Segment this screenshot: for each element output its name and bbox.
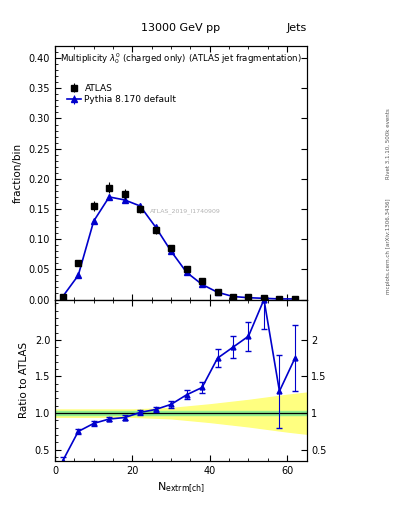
Text: Jets: Jets <box>286 23 307 33</box>
Text: Rivet 3.1.10, 500k events: Rivet 3.1.10, 500k events <box>386 108 391 179</box>
Text: Multiplicity $\lambda_0^0$ (charged only) (ATLAS jet fragmentation): Multiplicity $\lambda_0^0$ (charged only… <box>60 51 301 66</box>
Y-axis label: fraction/bin: fraction/bin <box>13 143 23 203</box>
Legend: ATLAS, Pythia 8.170 default: ATLAS, Pythia 8.170 default <box>64 81 179 107</box>
Text: mcplots.cern.ch [arXiv:1306.3436]: mcplots.cern.ch [arXiv:1306.3436] <box>386 198 391 293</box>
Text: ATLAS_2019_I1740909: ATLAS_2019_I1740909 <box>151 208 221 214</box>
X-axis label: N$_{\mathrm{extrm[ch]}}$: N$_{\mathrm{extrm[ch]}}$ <box>157 481 205 496</box>
Y-axis label: Ratio to ATLAS: Ratio to ATLAS <box>19 342 29 418</box>
Text: 13000 GeV pp: 13000 GeV pp <box>141 23 220 33</box>
